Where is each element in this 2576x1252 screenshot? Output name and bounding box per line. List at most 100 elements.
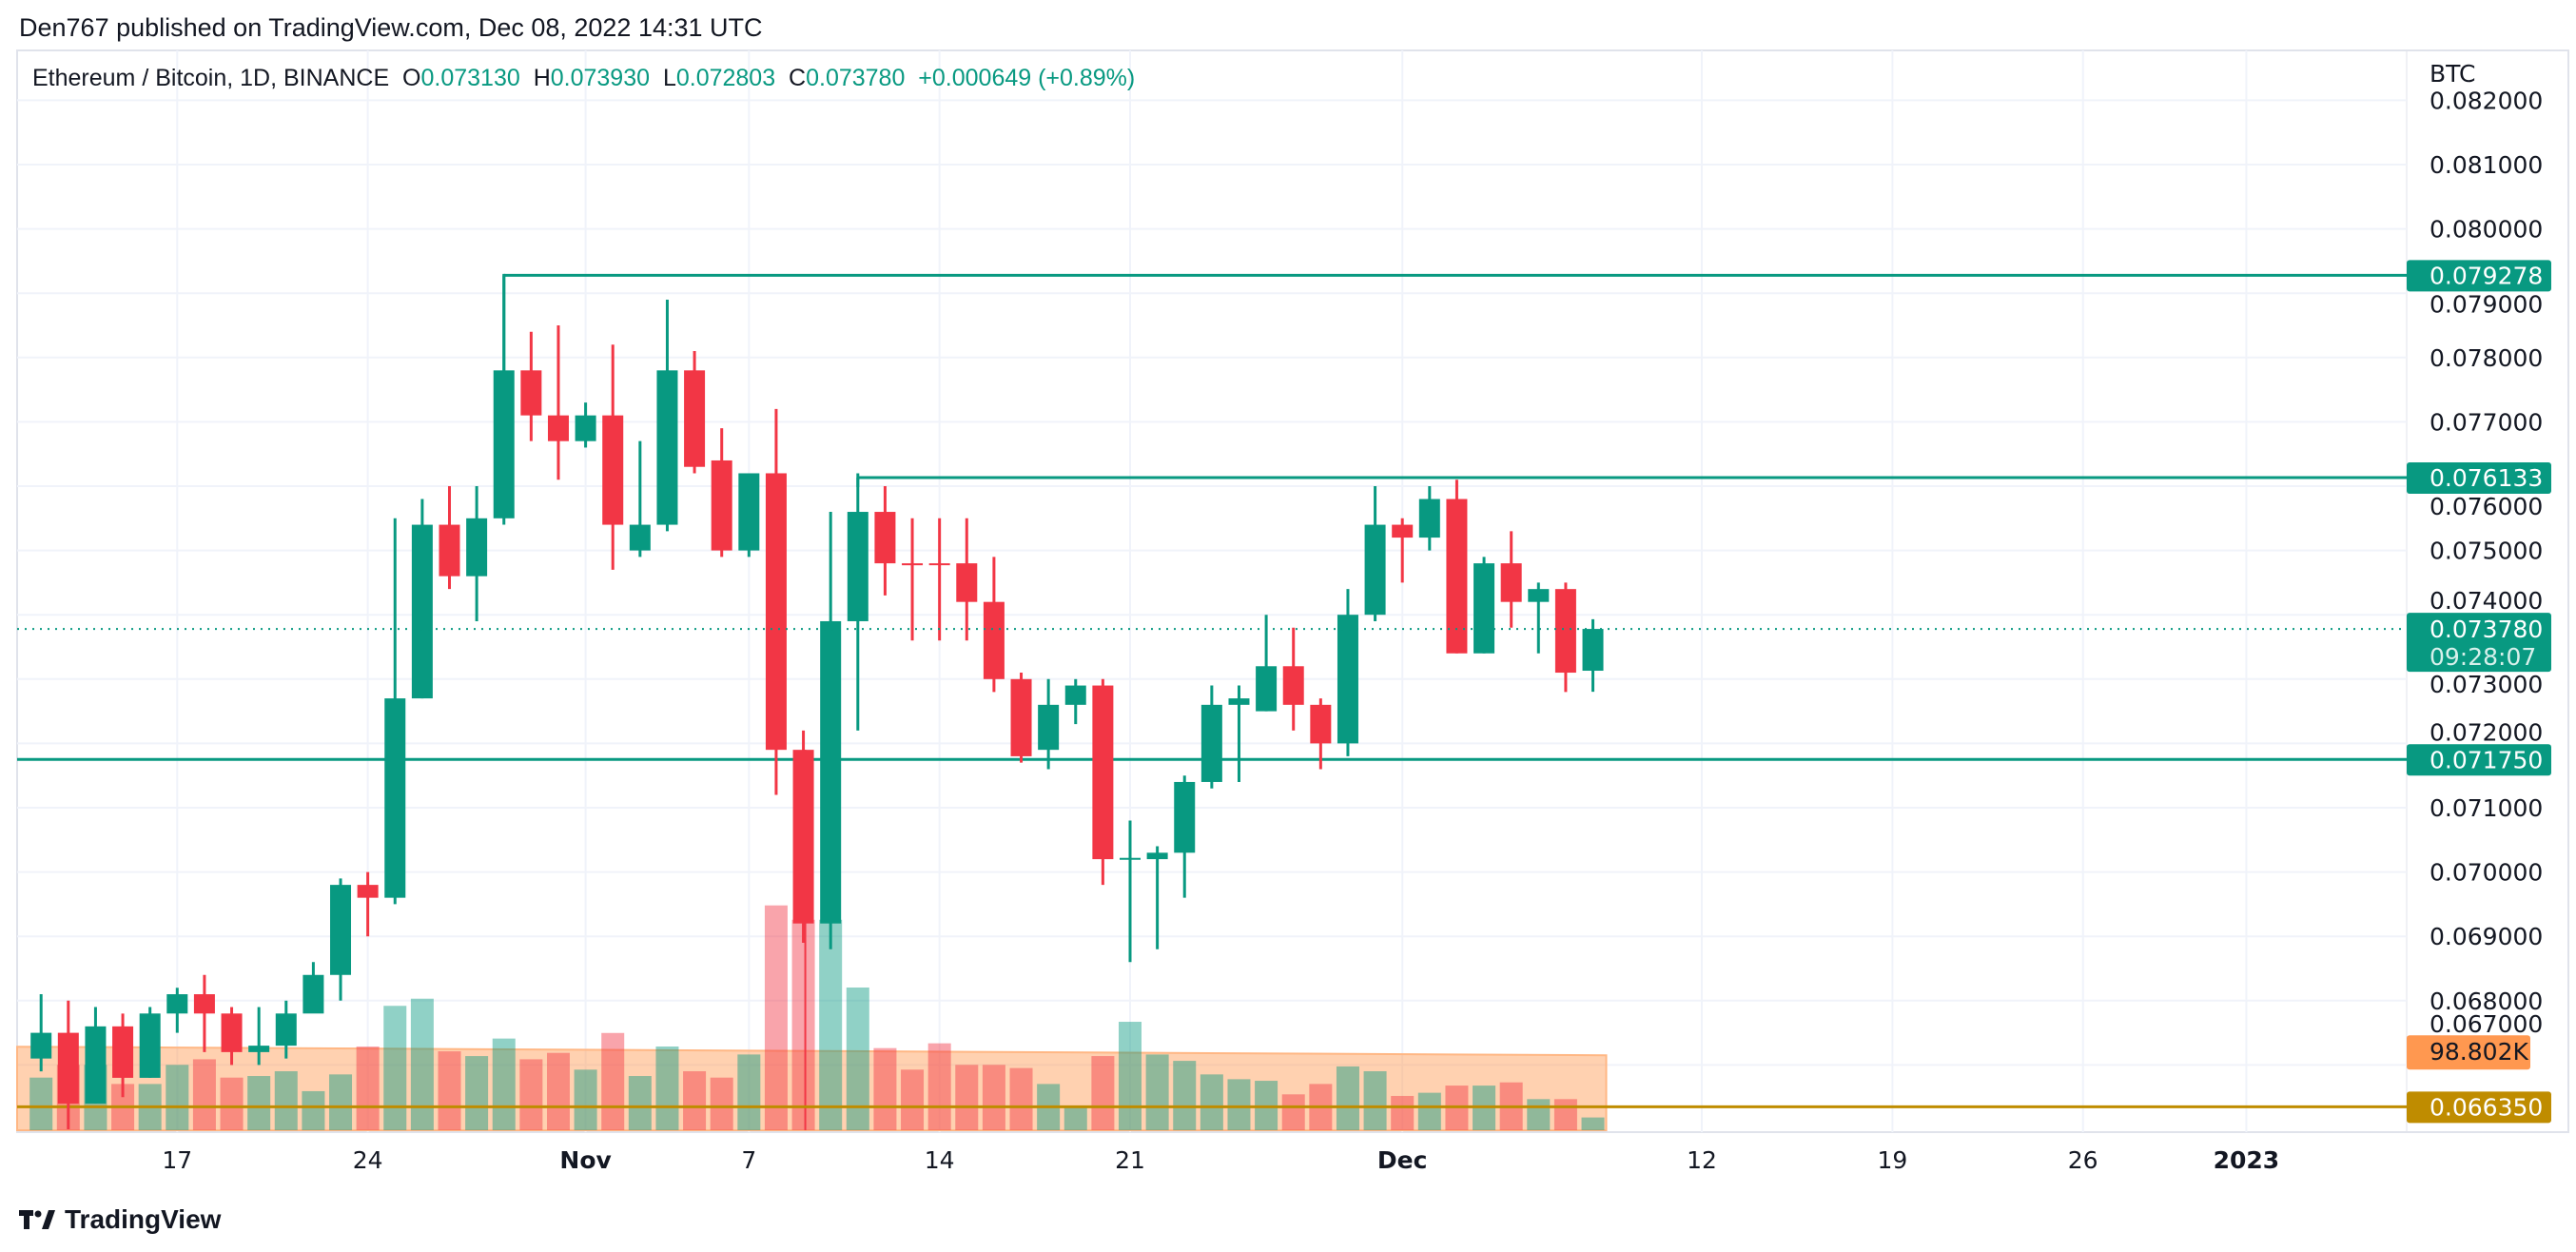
volume-bar [356,1047,380,1130]
x-tick-label: 17 [162,1146,192,1174]
volume-bar [764,905,788,1130]
volume-bar [492,1038,516,1130]
candle-down [1500,563,1522,602]
volume-bar [655,1047,679,1130]
y-tick-label: 0.080000 [2430,216,2543,244]
volume-bar [1200,1074,1223,1130]
volume-bar [1336,1066,1359,1130]
candle-up [330,885,352,975]
candle-up [493,370,515,518]
x-tick-label: 12 [1687,1146,1717,1174]
y-tick-label: 0.067000 [2430,1010,2543,1038]
candle-up [1528,589,1550,602]
candle-down [1446,499,1468,654]
volume-bar [1227,1079,1251,1130]
candle-down [711,460,732,551]
candle-up [656,370,678,525]
volume-bar [710,1077,733,1130]
candle-up [1146,852,1168,860]
candle-up [248,1046,270,1052]
y-tick-label: 0.069000 [2430,923,2543,950]
candle-up [166,994,188,1014]
candle-down [928,563,950,566]
candle-up [575,415,596,441]
volume-ma-area [16,1046,1608,1131]
y-tick-label: 0.077000 [2430,408,2543,436]
volume-bar [519,1059,543,1130]
volume-bar [982,1065,1005,1130]
x-tick-label: 21 [1115,1146,1145,1174]
candle-up [1174,781,1196,853]
logo-text: TradingView [65,1204,222,1234]
candle-down [221,1013,243,1052]
candle-up [1473,563,1495,654]
last-price-label: 0.073780 [2430,616,2543,643]
volume-bar [737,1054,761,1130]
volume-ma-badge [2407,1035,2530,1070]
x-tick-label: 14 [925,1146,955,1174]
volume-bar [1363,1070,1387,1130]
volume-bar [29,1077,53,1130]
level-price-badge [2407,260,2551,292]
volume-bar [574,1069,597,1130]
y-tick-label: 0.078000 [2430,344,2543,372]
candle-up [1200,704,1222,782]
candle-up [85,1026,107,1104]
volume-bar [819,919,843,1130]
volume-bar [1091,1056,1115,1130]
candle-down [112,1026,134,1078]
level-price-label: 0.076133 [2430,464,2543,492]
change-value: +0.000649 (+0.89%) [918,65,1136,91]
volume-bar [927,1043,951,1130]
volume-bar [873,1047,897,1130]
volume-bar [1417,1092,1441,1130]
volume-bar [1553,1099,1577,1130]
volume-bar [247,1076,271,1130]
candle-up [820,620,842,924]
candle-down [193,994,215,1014]
candle-down [684,370,706,467]
volume-bar [1064,1106,1087,1130]
symbol-name: Ethereum / Bitcoin, 1D, BINANCE [32,65,390,91]
y-tick-label: 0.082000 [2430,87,2543,114]
y-tick-label: 0.075000 [2430,538,2543,565]
y-tick-label: 0.070000 [2430,859,2543,887]
candle-down [547,415,569,441]
level-price-label: 0.071750 [2430,746,2543,773]
volume-bar [628,1076,652,1130]
volume-bar [220,1077,244,1130]
volume-bar [465,1056,489,1130]
volume-bar [1391,1095,1415,1130]
candle-up [384,698,406,898]
level-price-badge [2407,744,2551,776]
volume-bar [683,1070,707,1130]
low-value: 0.072803 [675,65,776,91]
publisher-caption: Den767 published on TradingView.com, Dec… [19,13,763,42]
y-tick-label: 0.076000 [2430,493,2543,520]
open-label: O [402,65,421,91]
volume-bar [1119,1022,1142,1130]
candle-down [1282,666,1304,705]
open-value: 0.073130 [420,65,520,91]
x-tick-label: Nov [559,1146,611,1174]
volume-bar [1173,1061,1197,1130]
high-value: 0.073930 [550,65,651,91]
volume-bar [383,1006,407,1130]
volume-bar [846,987,869,1130]
candle-down [1010,678,1032,756]
level-price-badge [2407,1091,2551,1124]
volume-bar [329,1074,353,1130]
y-tick-label: 0.071000 [2430,794,2543,822]
volume-bar [955,1065,979,1130]
tradingview-logo[interactable]: TradingView [19,1204,221,1235]
volume-bar [192,1059,216,1130]
chart-frame [16,49,2569,1133]
x-tick-label: 2023 [2214,1146,2280,1174]
low-label: L [662,65,676,91]
candle-up [275,1013,297,1047]
candle-down [765,473,787,751]
tradingview-logo-icon [19,1210,55,1229]
candle-up [411,524,433,699]
candle-up [847,512,868,621]
